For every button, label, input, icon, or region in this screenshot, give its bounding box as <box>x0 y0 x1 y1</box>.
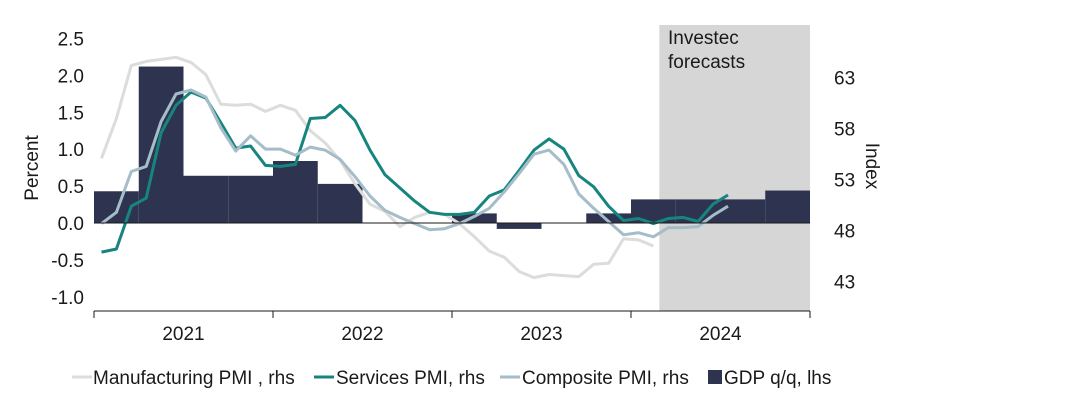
gdp-bars <box>94 66 810 229</box>
right-tick-label: 48 <box>834 222 855 243</box>
gdp-bar-q3-2024 <box>720 199 766 223</box>
x-tick-label: 2024 <box>699 324 742 345</box>
gdp-bar-q2-2022 <box>317 183 363 223</box>
forecast-shade <box>659 25 810 311</box>
gdp-bar-q4-2021 <box>228 175 273 223</box>
legend-swatch-gdp <box>708 370 722 384</box>
right-axis-ticks: 63 58 53 48 43 <box>834 69 855 294</box>
forecast-label-line1: Investec <box>668 28 739 49</box>
series-line-services <box>101 90 729 254</box>
left-tick-label: 0.5 <box>58 177 84 198</box>
right-tick-label: 63 <box>834 69 855 90</box>
gdp-bar-q4-2024 <box>765 190 810 223</box>
gdp-bar-q2-2023 <box>496 223 542 229</box>
legend-item-services: Services PMI, rhs <box>314 368 485 389</box>
x-tick-label: 2023 <box>520 324 562 345</box>
left-axis-ticks: 2.5 2.0 1.5 1.0 0.5 0.0 -0.5 -1.0 <box>51 30 84 309</box>
left-axis-title: Percent <box>22 135 43 201</box>
forecast-region <box>659 25 810 311</box>
legend-label-composite: Composite PMI, rhs <box>522 368 689 389</box>
right-axis-title: Index <box>861 143 882 190</box>
left-tick-label: 0.0 <box>58 214 84 235</box>
legend-item-manufacturing: Manufacturing PMI , rhs <box>72 368 295 389</box>
right-tick-label: 58 <box>834 120 855 141</box>
right-tick-label: 53 <box>834 171 855 192</box>
gdp-bar-q1-2023 <box>452 213 497 223</box>
gdp-bar-q1-2022 <box>273 161 318 223</box>
axes <box>93 222 811 318</box>
x-axis-ticks: 2021 2022 2023 2024 <box>162 324 742 345</box>
legend-item-composite: Composite PMI, rhs <box>500 368 689 389</box>
x-tick-label: 2022 <box>341 324 383 345</box>
left-tick-label: -0.5 <box>51 251 84 272</box>
legend-label-manufacturing: Manufacturing PMI , rhs <box>93 368 295 389</box>
forecast-label-line2: forecasts <box>668 52 745 73</box>
left-tick-label: -1.0 <box>51 288 84 309</box>
series-line-composite <box>100 88 729 239</box>
legend: Manufacturing PMI , rhs Services PMI, rh… <box>72 368 831 389</box>
gdp-bar-q3-2021 <box>183 175 229 223</box>
left-tick-label: 1.5 <box>58 103 84 124</box>
legend-label-services: Services PMI, rhs <box>336 368 485 389</box>
right-tick-label: 43 <box>834 273 855 294</box>
left-tick-label: 1.0 <box>58 140 84 161</box>
left-tick-label: 2.0 <box>58 66 84 87</box>
x-tick-label: 2021 <box>162 324 204 345</box>
gdp-bar-q4-2023 <box>586 213 631 223</box>
pmi-lines <box>100 55 729 280</box>
legend-item-gdp: GDP q/q, lhs <box>708 368 831 389</box>
series-line-manufacturing <box>100 55 654 280</box>
gdp-bar-q1-2024 <box>631 199 676 223</box>
legend-label-gdp: GDP q/q, lhs <box>724 368 831 389</box>
left-tick-label: 2.5 <box>58 30 84 51</box>
